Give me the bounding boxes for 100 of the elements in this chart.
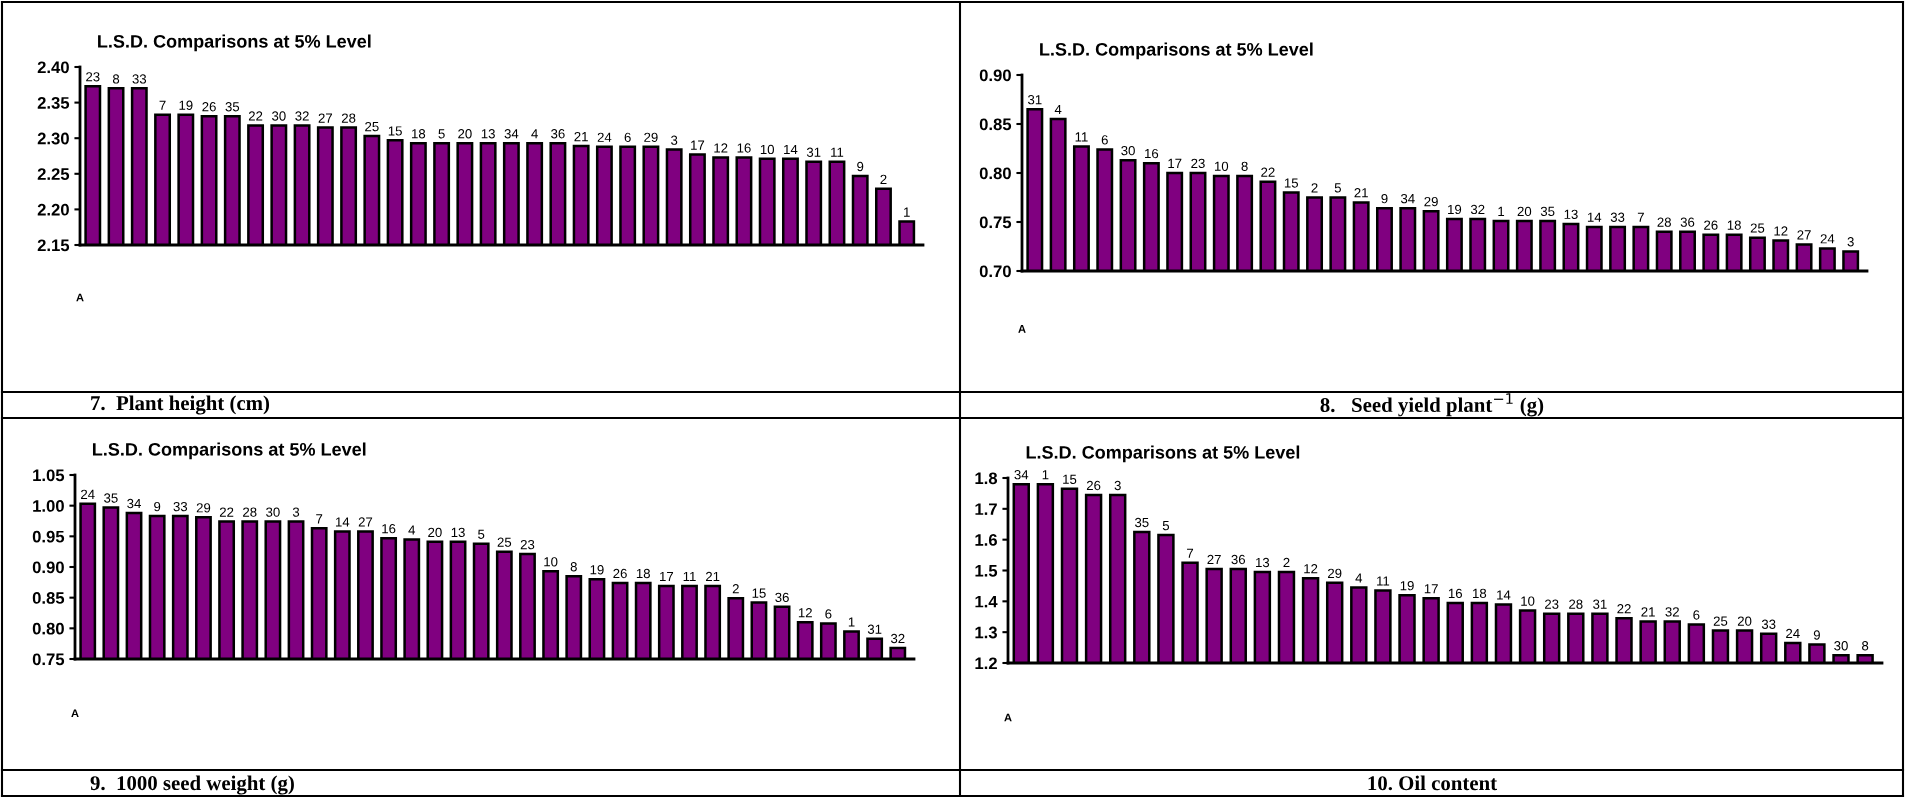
x-tick-label: 14 — [335, 517, 350, 527]
x-tick-label: 8 — [1862, 641, 1869, 651]
x-tick-label: 26 — [202, 102, 216, 112]
chart-title: L.S.D. Comparisons at 5% Level — [98, 34, 371, 52]
x-tick-label: 24 — [1820, 234, 1835, 244]
x-tick-label: 23 — [1191, 158, 1205, 169]
x-tick-label: 12 — [1304, 564, 1318, 574]
x-tick-label: 18 — [1727, 220, 1741, 230]
y-tick-label: 1.8 — [975, 472, 998, 485]
x-tick-label: 3 — [1114, 480, 1121, 491]
y-tick-label: 0.85 — [979, 118, 1012, 131]
x-tick-label: 4 — [531, 129, 538, 139]
y-tick-label: 0.85 — [32, 592, 65, 604]
x-tick-label: 25 — [365, 121, 379, 132]
x-tick-label: 22 — [1261, 167, 1275, 177]
x-tick-label: 16 — [1448, 588, 1463, 599]
x-tick-label: 24 — [1786, 628, 1800, 638]
x-tick-label: 34 — [127, 498, 141, 509]
y-tick-label: 2.25 — [37, 168, 70, 180]
x-tick-label: 3 — [1847, 237, 1854, 247]
x-tick-label: 4 — [408, 525, 416, 535]
x-tick-label: 28 — [1657, 217, 1671, 227]
x-tick-label: 27 — [1797, 230, 1811, 240]
y-tick-label: 1.4 — [975, 595, 998, 608]
x-tick-label: 17 — [1168, 158, 1182, 168]
x-tick-label: 15 — [1063, 474, 1077, 484]
text: A — [1018, 325, 1026, 333]
x-tick-label: 32 — [890, 633, 905, 644]
x-tick-label: 14 — [1587, 212, 1602, 222]
x-tick-label: 2 — [880, 174, 887, 184]
x-tick-label: 17 — [691, 140, 705, 150]
x-tick-label: 31 — [1593, 599, 1607, 609]
x-tick-label: 34 — [1400, 193, 1415, 204]
x-tick-label: 25 — [497, 537, 512, 547]
x-tick-label: 33 — [1610, 212, 1625, 222]
x-tick-label: 20 — [458, 129, 472, 139]
x-tick-label: 21 — [1354, 188, 1368, 198]
x-tick-label: 9 — [857, 161, 864, 172]
x-tick-label: 11 — [1075, 132, 1088, 142]
x-tick-label: 1 — [1042, 470, 1049, 480]
x-tick-label: 19 — [590, 565, 604, 575]
x-tick-label: 24 — [597, 132, 612, 142]
y-tick-label: 2.35 — [37, 97, 70, 109]
x-tick-label: 29 — [196, 503, 211, 513]
x-tick-label: 21 — [1641, 607, 1655, 617]
x-tick-label: 17 — [660, 571, 674, 582]
x-tick-label: 6 — [825, 609, 832, 619]
x-tick-label: 8 — [112, 74, 120, 84]
x-tick-label: 30 — [266, 507, 280, 517]
x-tick-label: 18 — [636, 568, 650, 579]
x-tick-label: 17 — [1424, 584, 1438, 594]
x-tick-label: 7 — [1637, 212, 1644, 222]
x-tick-label: 30 — [1834, 641, 1848, 651]
y-tick-label: 1.2 — [975, 657, 997, 670]
x-tick-label: 33 — [173, 501, 188, 512]
x-tick-label: 4 — [1054, 104, 1062, 115]
y-tick-label: 0.75 — [32, 653, 65, 666]
x-tick-label: 20 — [1737, 616, 1752, 626]
x-tick-label: 19 — [1400, 581, 1414, 591]
x-tick-label: 10 — [544, 557, 558, 567]
text: A — [71, 709, 79, 718]
x-tick-label: 3 — [671, 135, 678, 145]
x-tick-label: 2 — [732, 584, 739, 594]
x-tick-label: 30 — [1121, 145, 1135, 156]
x-tick-label: 27 — [358, 517, 373, 527]
x-tick-label: 12 — [714, 143, 728, 153]
x-tick-label: 8 — [1241, 161, 1248, 171]
x-tick-label: 26 — [1086, 480, 1101, 491]
x-tick-label: 10 — [1214, 161, 1229, 171]
x-tick-label: 28 — [1569, 599, 1583, 609]
x-tick-label: 19 — [1448, 204, 1462, 215]
x-tick-label: 13 — [451, 527, 465, 538]
x-tick-label: 23 — [1545, 599, 1559, 609]
x-tick-label: 5 — [478, 529, 485, 539]
x-tick-label: 2 — [1311, 183, 1318, 193]
x-tick-label: 35 — [225, 102, 240, 112]
x-tick-label: 23 — [520, 539, 535, 550]
y-tick-label: 2.40 — [37, 61, 69, 74]
x-tick-label: 36 — [551, 129, 565, 139]
x-tick-label: 11 — [1377, 576, 1390, 586]
x-tick-label: 25 — [1713, 616, 1728, 626]
y-tick-label: 2.30 — [37, 132, 69, 145]
text: A — [76, 293, 84, 302]
x-tick-label: 15 — [1284, 178, 1299, 188]
y-tick-label: 2.15 — [37, 239, 70, 252]
x-tick-label: 14 — [784, 144, 798, 154]
x-tick-label: 11 — [831, 147, 844, 157]
x-tick-label: 16 — [1145, 148, 1159, 159]
x-tick-label: 16 — [382, 524, 396, 534]
x-tick-label: 32 — [295, 111, 309, 121]
x-axis-title: 10. Oil content — [1368, 775, 1498, 791]
y-tick-label: 1.00 — [33, 500, 64, 512]
x-axis-title: 8. Seed yield plant$^{−1}$ (g) — [1320, 393, 1544, 417]
chart-title: L.S.D. Comparisons at 5% Level — [92, 442, 366, 460]
y-tick-label: 1.05 — [33, 469, 65, 482]
x-tick-label: 3 — [292, 507, 300, 517]
x-tick-label: 36 — [775, 592, 789, 603]
x-tick-label: 1 — [904, 207, 910, 217]
x-tick-label: 28 — [341, 113, 356, 123]
x-tick-label: 35 — [104, 493, 118, 503]
